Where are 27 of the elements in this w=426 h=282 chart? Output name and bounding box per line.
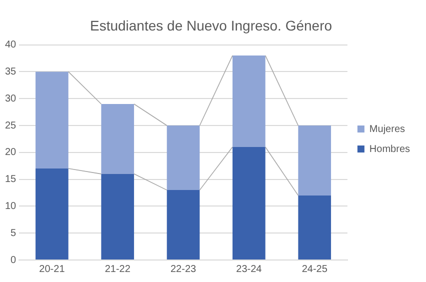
x-tick-label: 20-21 [39, 264, 66, 275]
bar [232, 147, 266, 260]
y-tick-label: 15 [5, 174, 17, 186]
bar [36, 168, 68, 260]
x-tick-label: 23-24 [236, 264, 262, 275]
bar [232, 56, 266, 148]
y-tick-label: 0 [10, 254, 17, 266]
y-tick-label: 5 [10, 228, 17, 239]
bar [166, 126, 200, 190]
x-tick-label: 24-25 [302, 264, 328, 275]
chart-title: Estudiantes de Nuevo Ingreso. Género [90, 17, 332, 34]
x-tick-label: 22-23 [170, 264, 197, 275]
y-tick-label: 30 [5, 93, 17, 104]
y-tick-label: 10 [5, 200, 17, 212]
bar [101, 174, 134, 260]
bar [298, 195, 332, 260]
bar [36, 72, 68, 169]
y-tick-label: 20 [5, 147, 17, 158]
bar [298, 126, 332, 196]
bar [101, 104, 134, 174]
y-tick-label: 40 [5, 40, 17, 51]
bar [166, 190, 200, 260]
y-tick-label: 25 [5, 120, 17, 132]
x-tick-label: 21-22 [104, 264, 131, 275]
legend-label: Hombres [369, 144, 410, 155]
y-tick-label: 35 [5, 66, 17, 78]
legend-label: Mujeres [369, 124, 406, 135]
